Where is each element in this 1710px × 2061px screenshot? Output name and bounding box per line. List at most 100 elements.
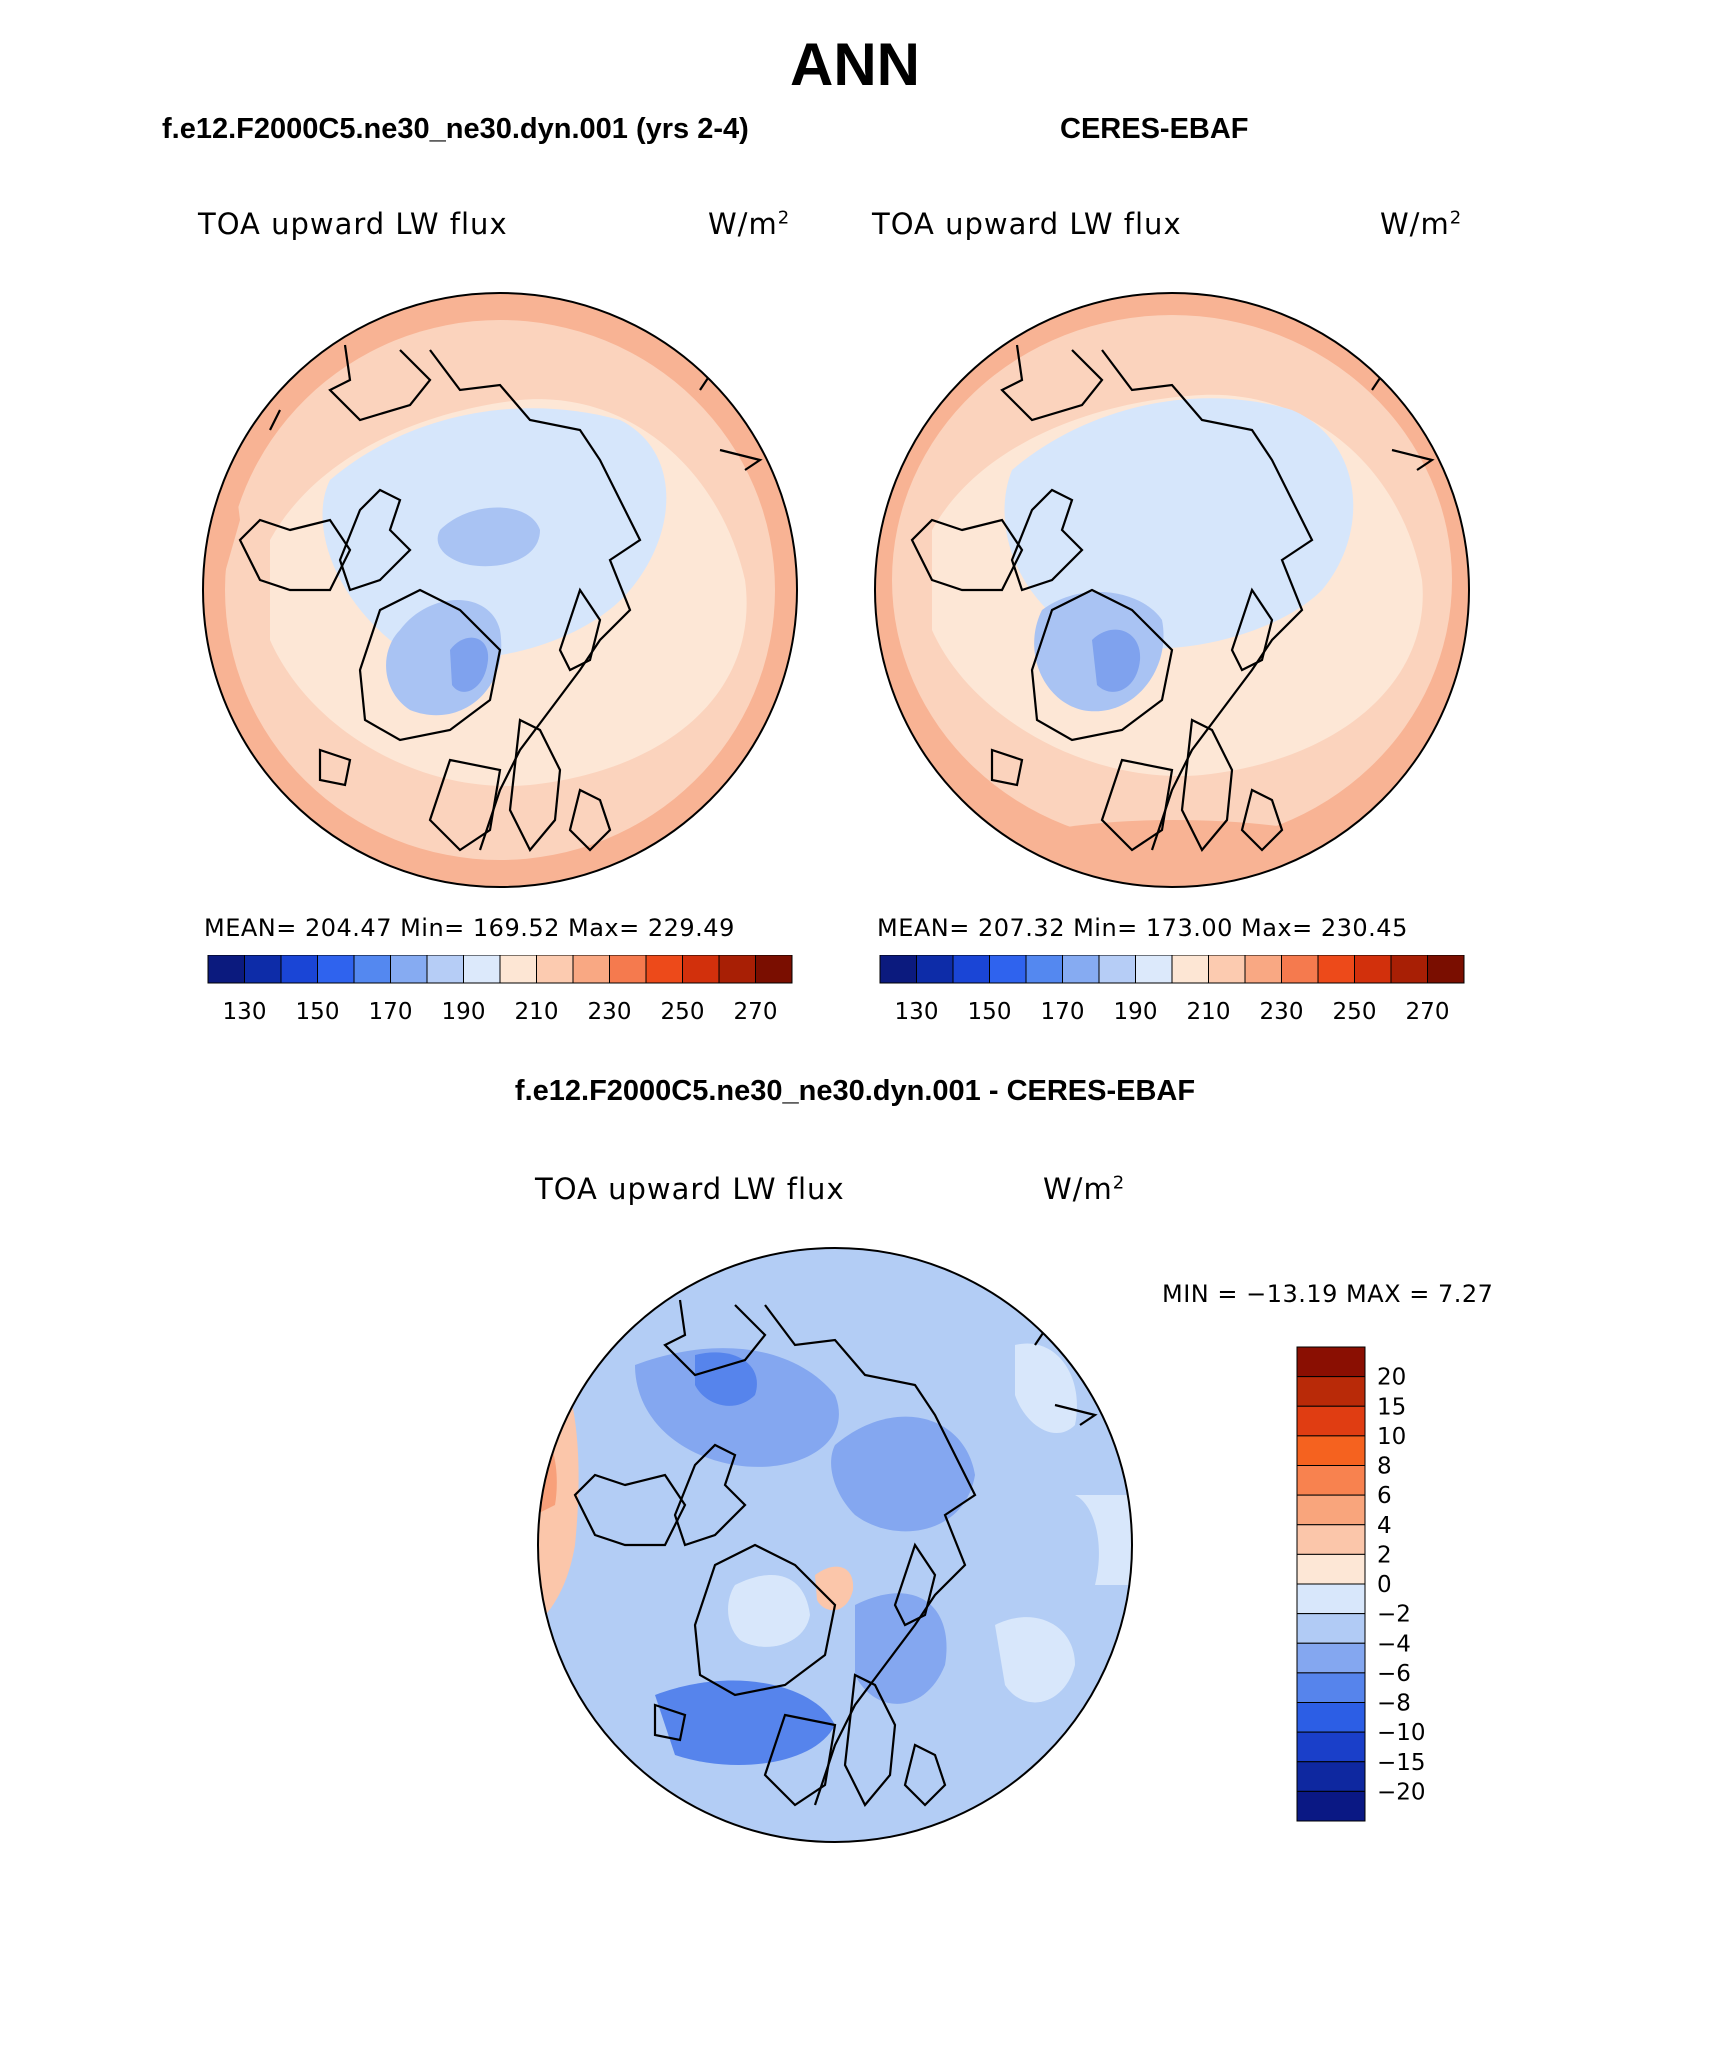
diff-variable-label: TOA upward LW flux — [535, 1172, 845, 1206]
colorbar-tick-label: 20 — [1377, 1365, 1406, 1391]
colorbar-swatch — [1296, 1346, 1366, 1378]
colorbar-tick-label: −10 — [1377, 1720, 1426, 1746]
diff-polar-map — [537, 1247, 1133, 1843]
colorbar-swatch — [989, 955, 1027, 984]
colorbar-swatch — [1296, 1761, 1366, 1792]
colorbar-swatch — [536, 955, 574, 984]
diff-coastlines — [538, 1283, 1098, 1807]
colorbar-tick-label: 190 — [442, 999, 486, 1025]
colorbar-tick-label: 130 — [895, 999, 939, 1025]
model-colorbar: 130 150 170 190 210 230 250 270 — [207, 955, 793, 1025]
colorbar-swatch — [353, 955, 391, 984]
colorbar-swatch — [1281, 955, 1319, 984]
colorbar-swatch — [1296, 1465, 1366, 1496]
map-boundary — [202, 292, 798, 888]
obs-colorbar: 130 150 170 190 210 230 250 270 — [879, 955, 1465, 1025]
colorbar-tick-label: 270 — [1406, 999, 1450, 1025]
colorbar-tick-label: 230 — [588, 999, 632, 1025]
colorbar-swatch — [1296, 1702, 1366, 1733]
colorbar-tick-label: −15 — [1377, 1750, 1426, 1776]
colorbar-swatch — [952, 955, 990, 984]
map-fill-greenland-core — [450, 637, 489, 692]
colorbar-swatch — [1296, 1435, 1366, 1466]
colorbar-swatch — [280, 955, 318, 984]
colorbar-tick-label: 250 — [1333, 999, 1377, 1025]
colorbar-tick-label: 8 — [1377, 1454, 1392, 1480]
colorbar-swatch — [572, 955, 610, 984]
colorbar-tick-label: 210 — [1187, 999, 1231, 1025]
colorbar-swatch — [244, 955, 282, 984]
colorbar-swatch — [1296, 1494, 1366, 1526]
diff-panel-subtitle: f.e12.F2000C5.ne30_ne30.dyn.001 - CERES-… — [514, 1075, 1196, 1107]
diff-stats: MIN = −13.19 MAX = 7.27 — [1162, 1280, 1494, 1308]
colorbar-swatch — [1244, 955, 1282, 984]
colorbar-tick-label: −2 — [1377, 1602, 1411, 1628]
colorbar-swatch — [1317, 955, 1355, 984]
colorbar-swatch — [1296, 1790, 1366, 1822]
colorbar-tick-label: 4 — [1377, 1513, 1392, 1539]
colorbar-swatch — [1296, 1553, 1366, 1585]
colorbar-swatch — [645, 955, 683, 984]
colorbar-swatch — [682, 955, 720, 984]
colorbar-tick-label: −8 — [1377, 1691, 1411, 1717]
colorbar-swatch — [1427, 955, 1465, 984]
colorbar-tick-label: 170 — [369, 999, 413, 1025]
colorbar-swatch — [463, 955, 501, 984]
model-variable-label: TOA upward LW flux — [198, 207, 508, 241]
right-panel-subtitle: CERES-EBAF — [1060, 113, 1249, 145]
colorbar-swatch — [1296, 1731, 1366, 1763]
colorbar-tick-label: 270 — [734, 999, 778, 1025]
colorbar-swatch — [1296, 1583, 1366, 1615]
colorbar-swatch — [1296, 1642, 1366, 1674]
colorbar-swatch — [1296, 1524, 1366, 1555]
colorbar-swatch — [755, 955, 793, 984]
colorbar-swatch — [426, 955, 464, 984]
colorbar-tick-label: −4 — [1377, 1631, 1411, 1657]
colorbar-tick-label: 230 — [1260, 999, 1304, 1025]
colorbar-swatch — [317, 955, 355, 984]
obs-stats: MEAN= 207.32 Min= 173.00 Max= 230.45 — [877, 914, 1408, 942]
colorbar-swatch — [1296, 1376, 1366, 1407]
colorbar-swatch — [718, 955, 756, 984]
colorbar-swatch — [879, 955, 917, 984]
colorbar-swatch — [1296, 1405, 1366, 1437]
obs-unit-label: W/m2 — [1380, 207, 1463, 241]
colorbar-tick-label: 210 — [515, 999, 559, 1025]
colorbar-swatch — [390, 955, 428, 984]
colorbar-swatch — [207, 955, 245, 984]
colorbar-swatch — [499, 955, 537, 984]
obs-polar-map — [874, 292, 1470, 888]
colorbar-swatch — [1390, 955, 1428, 984]
colorbar-swatch — [609, 955, 647, 984]
model-stats: MEAN= 204.47 Min= 169.52 Max= 229.49 — [204, 914, 735, 942]
colorbar-swatch — [1135, 955, 1173, 984]
colorbar-swatch — [916, 955, 954, 984]
colorbar-tick-label: −6 — [1377, 1661, 1411, 1687]
map-fill-arctic-core — [437, 507, 540, 567]
colorbar-swatch — [1025, 955, 1063, 984]
colorbar-tick-label: 10 — [1377, 1424, 1406, 1450]
colorbar-tick-label: 0 — [1377, 1572, 1392, 1598]
obs-variable-label: TOA upward LW flux — [872, 207, 1182, 241]
colorbar-tick-label: 190 — [1114, 999, 1158, 1025]
colorbar-swatch — [1296, 1672, 1366, 1703]
model-unit-label: W/m2 — [708, 207, 791, 241]
colorbar-tick-label: 150 — [968, 999, 1012, 1025]
colorbar-tick-label: 250 — [661, 999, 705, 1025]
diff-unit-label: W/m2 — [1043, 1172, 1126, 1206]
colorbar-tick-label: −20 — [1377, 1779, 1426, 1805]
colorbar-tick-label: 170 — [1041, 999, 1085, 1025]
figure-title: ANN — [790, 31, 920, 98]
colorbar-swatch — [1354, 955, 1392, 984]
model-polar-map — [202, 292, 798, 888]
colorbar-tick-label: 15 — [1377, 1394, 1406, 1420]
colorbar-swatch — [1098, 955, 1136, 984]
colorbar-swatch — [1208, 955, 1246, 984]
colorbar-tick-label: 130 — [223, 999, 267, 1025]
colorbar-swatch — [1062, 955, 1100, 984]
colorbar-tick-label: 6 — [1377, 1483, 1392, 1509]
colorbar-tick-label: 150 — [296, 999, 340, 1025]
colorbar-swatch — [1171, 955, 1209, 984]
colorbar-tick-label: 2 — [1377, 1542, 1392, 1568]
